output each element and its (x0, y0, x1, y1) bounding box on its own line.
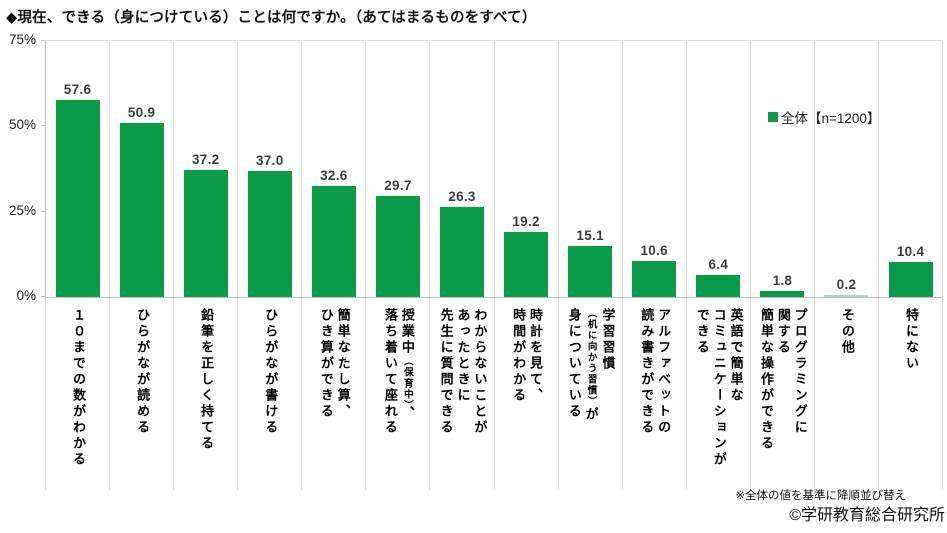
category-label: 簡単なたし算、 ひき算ができる (318, 308, 351, 420)
legend-label: 全体【n=1200】 (781, 111, 881, 126)
chart-title: ◆現在、できる（身につけている）ことは何ですか。（あてはまるものをすべて） (6, 10, 537, 26)
bar-value-label: 15.1 (576, 227, 604, 243)
category-label-cell: 英語で簡単な コミュニケーションが できる (687, 298, 751, 490)
category-label-cell: アルファベットの 読み書きができる (623, 298, 687, 490)
y-tick-label: 50% (8, 117, 36, 133)
category-label: 学習習慣 （机に向かう習慣）が 身についている (566, 308, 616, 423)
category-label: 授業中（保育中）、 落ち着いて座れる (382, 308, 415, 436)
legend: 全体【n=1200】 (768, 107, 880, 127)
bar-value-label: 29.7 (384, 177, 412, 193)
bar-column: 10.4 (879, 41, 944, 297)
bar-column: 15.1 (559, 41, 623, 297)
bar (375, 195, 420, 297)
bar-value-label: 37.2 (191, 152, 220, 167)
copyright: ©学研教育総合研究所 (789, 507, 945, 524)
bar-column: 37.0 (238, 41, 303, 297)
category-label: 英語で簡単な コミュニケーションが できる (694, 308, 744, 468)
bar (888, 261, 933, 297)
category-label: アルファベットの 読み書きができる (639, 308, 672, 436)
category-label: 時計を見て、 時間がわかる (511, 308, 543, 404)
bar-value-label: 0.2 (836, 277, 857, 292)
bar-column: 29.7 (366, 41, 431, 297)
bar-column: 32.6 (302, 41, 367, 297)
bar-column: 1.8 (751, 41, 815, 297)
sort-note: ※全体の値を基準に降順並び替え (735, 490, 906, 502)
category-label-cell: 学習習慣 （机に向かう習慣）が 身についている (559, 298, 623, 490)
category-label: 特にない (904, 308, 919, 372)
bar (568, 245, 613, 297)
category-label: ひらがなが書ける (263, 308, 279, 436)
y-tick-mark (41, 125, 45, 127)
category-label-cell: １０までの数がわかる (46, 298, 111, 490)
bar-value-label: 10.6 (640, 242, 668, 258)
category-label-cell: わからないことが あったときに 先生に質問できる (430, 298, 495, 490)
category-label: 鉛筆を正しく持てる (199, 308, 215, 452)
bar (696, 275, 741, 297)
category-label-cell: 特にない (879, 298, 944, 490)
bar-value-label: 57.6 (63, 82, 92, 98)
y-tick-label: 75% (8, 32, 36, 47)
category-label: ひらがなが読める (135, 308, 151, 436)
y-tick-mark (41, 210, 45, 212)
bar-value-label: 32.6 (320, 167, 348, 183)
category-label-cell: 簡単なたし算、 ひき算ができる (302, 298, 367, 490)
bar (760, 290, 805, 297)
bar-value-label: 19.2 (512, 213, 540, 229)
bar-value-label: 1.8 (772, 272, 793, 288)
bar-column: 57.6 (46, 41, 111, 297)
y-tick-label: 0% (16, 288, 36, 303)
bar (119, 123, 164, 297)
bar-column: 19.2 (495, 41, 559, 297)
bar-column: 50.9 (110, 41, 175, 297)
bar-column: 37.2 (174, 41, 239, 297)
y-tick-label: 25% (8, 202, 36, 218)
category-label: １０までの数がわかる (70, 308, 86, 468)
category-label: わからないことが あったときに 先生に質問できる (438, 308, 488, 436)
category-label-cell: プログラミングに 関する 簡単な操作ができる (751, 298, 815, 490)
category-label-cell: 鉛筆を正しく持てる (174, 298, 239, 490)
bar (440, 207, 484, 297)
bar-column: 6.4 (687, 41, 751, 297)
category-label-cell: 時計を見て、 時間がわかる (495, 298, 559, 490)
legend-swatch-icon (768, 112, 778, 122)
bar-value-label: 10.4 (896, 243, 925, 259)
bar (183, 170, 228, 297)
category-label: その他 (839, 308, 855, 356)
y-axis: 75% 50% 25% 0% (0, 0, 45, 533)
bar-value-label: 50.9 (127, 105, 156, 121)
bar (504, 231, 549, 297)
bar-column: 10.6 (623, 41, 687, 297)
bar (311, 185, 356, 297)
y-tick-mark (41, 296, 45, 297)
y-tick-mark (41, 40, 45, 41)
bar (824, 295, 869, 297)
bar (55, 100, 100, 297)
bar (632, 260, 677, 297)
bar-value-label: 37.0 (256, 152, 284, 168)
plot-area: 57.6 50.9 37.2 37.0 32.6 29.7 26.3 19.2 15.1 10.6… (45, 40, 944, 298)
bar-value-label: 26.3 (448, 189, 476, 205)
category-label-cell: ひらがなが書ける (238, 298, 303, 490)
category-label: プログラミングに 関する 簡単な操作ができる (758, 308, 808, 452)
category-labels: １０までの数がわかる ひらがなが読める 鉛筆を正しく持てる ひらがなが書ける 簡単なたし… (45, 298, 944, 490)
category-label-cell: 授業中（保育中）、 落ち着いて座れる (366, 298, 431, 490)
category-label-cell: ひらがなが読める (110, 298, 175, 490)
bar-column: 26.3 (430, 41, 495, 297)
bar (247, 170, 292, 297)
bar-column: 0.2 (815, 41, 880, 297)
category-label-cell: その他 (815, 298, 880, 490)
bar-value-label: 6.4 (708, 257, 729, 273)
